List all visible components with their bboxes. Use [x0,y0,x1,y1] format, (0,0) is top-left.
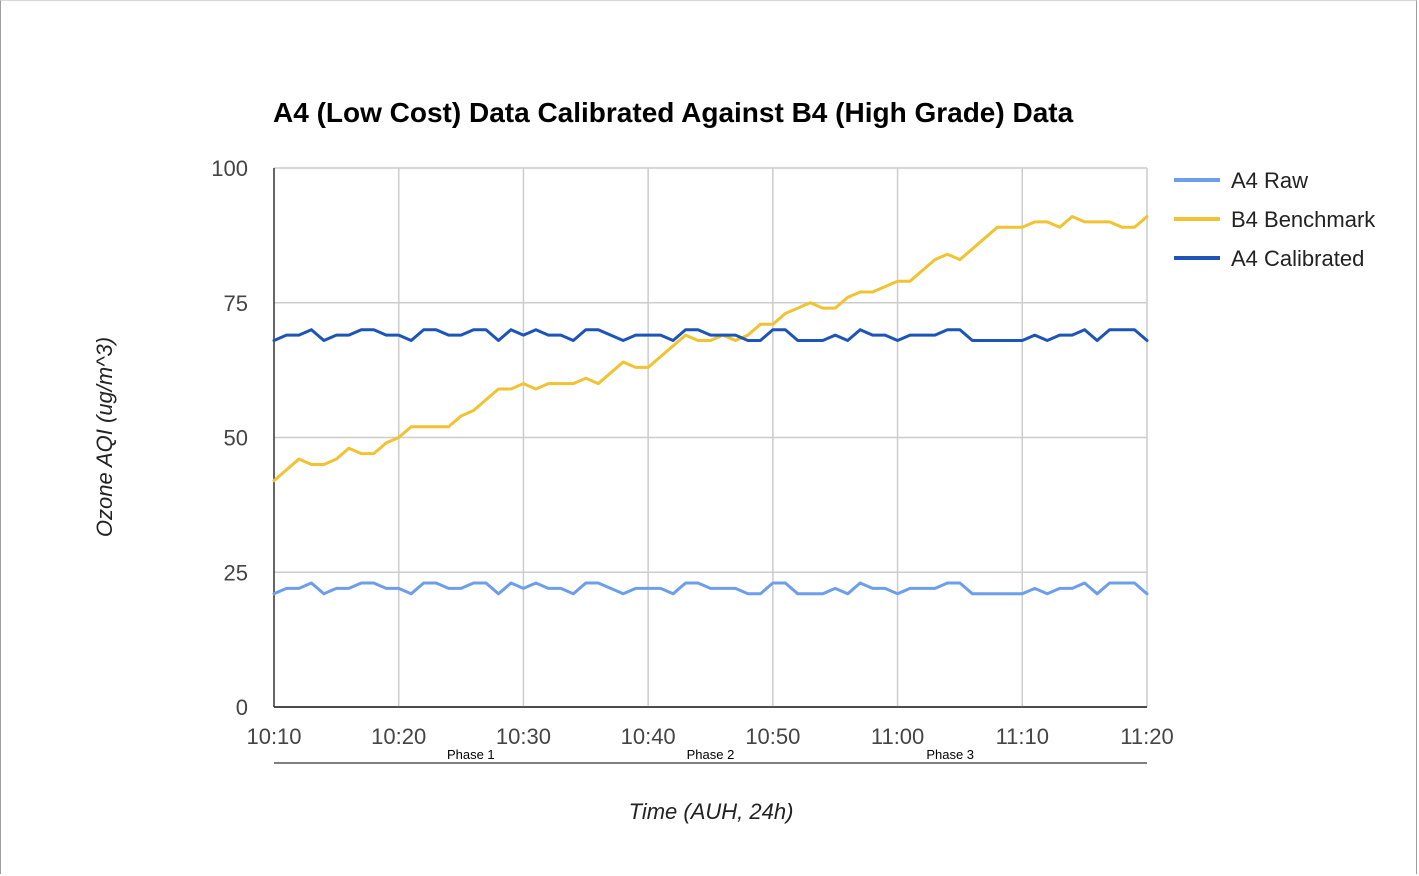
x-tick-label-1010: 10:10 [246,724,301,749]
x-tick-label-1120: 11:20 [1120,724,1173,749]
legend-label-a4-raw: A4 Raw [1231,168,1308,193]
y-tick-label-100: 100 [211,156,248,181]
x-tick-label-1110: 11:10 [996,724,1049,749]
phase-label-3: Phase 3 [926,747,974,762]
y-axis-tick-labels: 0 25 50 75 100 [211,156,248,720]
x-tick-label-1020: 10:20 [371,724,426,749]
y-tick-label-50: 50 [224,426,248,451]
chart-legend: A4 Raw B4 Benchmark A4 Calibrated [1174,168,1376,271]
x-tick-label-1030: 10:30 [496,724,551,749]
y-tick-label-25: 25 [224,560,248,585]
chart-title: A4 (Low Cost) Data Calibrated Against B4… [273,97,1074,128]
phase-label-1: Phase 1 [447,747,495,762]
x-axis-tick-labels: 10:10 10:20 10:30 10:40 10:50 11:00 11:10 11:20 [246,724,1173,749]
x-axis-title: Time (AUH, 24h) [629,799,794,824]
chart-grid [273,167,1148,708]
y-tick-label-0: 0 [236,695,248,720]
x-tick-label-1100: 11:00 [871,724,924,749]
series-line-a4-calibrated [272,328,1149,342]
x-tick-label-1040: 10:40 [621,724,676,749]
phase-label-2: Phase 2 [687,747,735,762]
y-tick-label-75: 75 [224,291,248,316]
series-line-b4-benchmark [272,215,1149,483]
legend-label-b4-benchmark: B4 Benchmark [1231,207,1376,232]
series-layer [272,215,1149,596]
series-line-a4-raw [272,581,1149,596]
phase-annotations: Phase 1 Phase 2 Phase 3 [274,747,1147,764]
y-axis-title: Ozone AQI (ug/m^3) [92,337,117,537]
x-tick-label-1050: 10:50 [745,724,800,749]
legend-label-a4-calibrated: A4 Calibrated [1231,246,1364,271]
